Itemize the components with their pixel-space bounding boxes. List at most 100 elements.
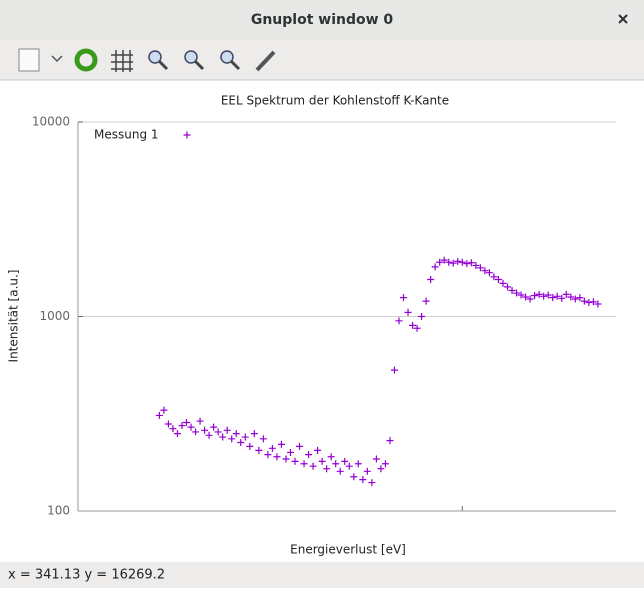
point (372, 455, 380, 463)
point (377, 465, 385, 473)
window-title: Gnuplot window 0 (251, 12, 394, 28)
point (544, 291, 552, 299)
point (440, 256, 448, 264)
point (390, 366, 398, 374)
close-icon (618, 14, 628, 24)
status-text: x = 341.13 y = 16269.2 (8, 568, 165, 583)
point (508, 287, 516, 295)
point (237, 439, 245, 446)
point (427, 275, 435, 283)
point (183, 419, 191, 427)
point (562, 290, 570, 298)
point (485, 269, 493, 277)
point (395, 317, 403, 325)
point (576, 294, 584, 302)
point (268, 444, 276, 452)
point (549, 294, 557, 302)
point (228, 435, 236, 443)
point (359, 476, 367, 484)
zoom-out-button[interactable] (148, 50, 169, 71)
point (422, 297, 430, 305)
point (291, 457, 299, 465)
point (300, 460, 308, 468)
point (223, 426, 231, 434)
legend-label: Messung 1 (94, 128, 159, 142)
point (201, 426, 209, 434)
point (381, 460, 389, 468)
point (454, 257, 462, 265)
point (463, 260, 471, 268)
point (246, 442, 254, 450)
point (517, 291, 525, 299)
legend-symbol (183, 131, 191, 139)
point (445, 258, 453, 266)
y-tick-label: 100 (47, 504, 70, 518)
dropdown-arrow (51, 55, 63, 63)
zoom-icon (184, 50, 198, 64)
point (580, 297, 588, 305)
point (449, 259, 457, 267)
point (409, 321, 417, 329)
settings-button[interactable] (255, 50, 276, 72)
point (273, 453, 281, 461)
point (503, 283, 511, 291)
zoom-fit-button[interactable] (220, 50, 241, 71)
toolbar (0, 40, 644, 80)
point (282, 455, 290, 463)
point (350, 473, 358, 481)
point (467, 259, 475, 267)
title-bar (0, 0, 644, 40)
point (553, 292, 561, 300)
point (314, 446, 322, 454)
point (476, 264, 484, 272)
close-button[interactable] (618, 14, 628, 24)
point (250, 430, 258, 438)
point (368, 479, 376, 487)
point (499, 279, 507, 287)
point (160, 406, 168, 414)
grid-icon (111, 50, 133, 72)
export-button[interactable] (18, 48, 63, 72)
point (341, 457, 349, 465)
export-icon (18, 48, 40, 72)
point (155, 411, 163, 419)
point (286, 448, 294, 456)
point (210, 423, 218, 431)
point (558, 294, 566, 302)
point (400, 294, 408, 302)
wrench-icon (255, 50, 276, 72)
point (219, 433, 227, 441)
replot-button[interactable] (74, 48, 98, 72)
point (490, 273, 498, 281)
point (540, 292, 548, 300)
point (526, 295, 534, 303)
point (513, 289, 521, 297)
point (264, 451, 272, 459)
x-axis-label: Energieverlust [eV] (290, 543, 406, 557)
point (481, 267, 489, 275)
point (336, 467, 344, 475)
point (169, 425, 177, 433)
point (522, 293, 530, 301)
status-bar (0, 562, 644, 588)
point (232, 430, 240, 438)
point (196, 417, 204, 425)
point (594, 300, 602, 308)
point (431, 263, 439, 271)
point (472, 261, 480, 269)
zoom-icon (220, 50, 234, 64)
y-tick-label: 10000 (32, 115, 70, 129)
grid-button[interactable] (111, 50, 133, 72)
point (345, 462, 353, 470)
point (277, 440, 285, 448)
point (323, 465, 331, 473)
point (404, 308, 412, 316)
point (589, 298, 597, 306)
y-axis-label: Intensität [a.u.] (7, 270, 21, 363)
point (567, 293, 575, 301)
plot-area: 100 1000 10000 Messung 1 (32, 115, 616, 518)
zoom-in-button[interactable] (184, 50, 205, 71)
point (173, 430, 181, 438)
point (494, 275, 502, 283)
